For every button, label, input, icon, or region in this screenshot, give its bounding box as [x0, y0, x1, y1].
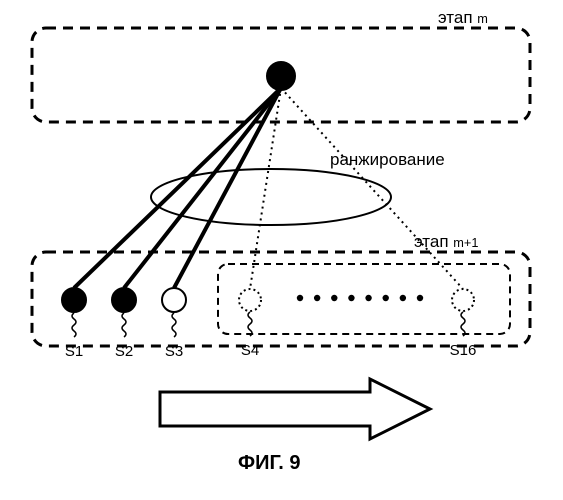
diagram-svg: S1 S2 S3 S4 S16: [0, 0, 563, 500]
svg-text:S1: S1: [65, 343, 83, 360]
svg-text:S2: S2: [115, 343, 133, 360]
stage-m-label: этап m: [438, 8, 488, 28]
figure-caption: ФИГ. 9: [238, 452, 301, 475]
stage-m1-label: этап m+1: [414, 232, 478, 252]
svg-text:S3: S3: [165, 343, 183, 360]
svg-text:S16: S16: [450, 342, 477, 359]
figure-canvas: S1 S2 S3 S4 S16 этап m этап m+1 ранжирование…: [0, 0, 563, 500]
svg-text:S4: S4: [241, 342, 259, 359]
ranking-label: ранжирование: [330, 150, 445, 170]
